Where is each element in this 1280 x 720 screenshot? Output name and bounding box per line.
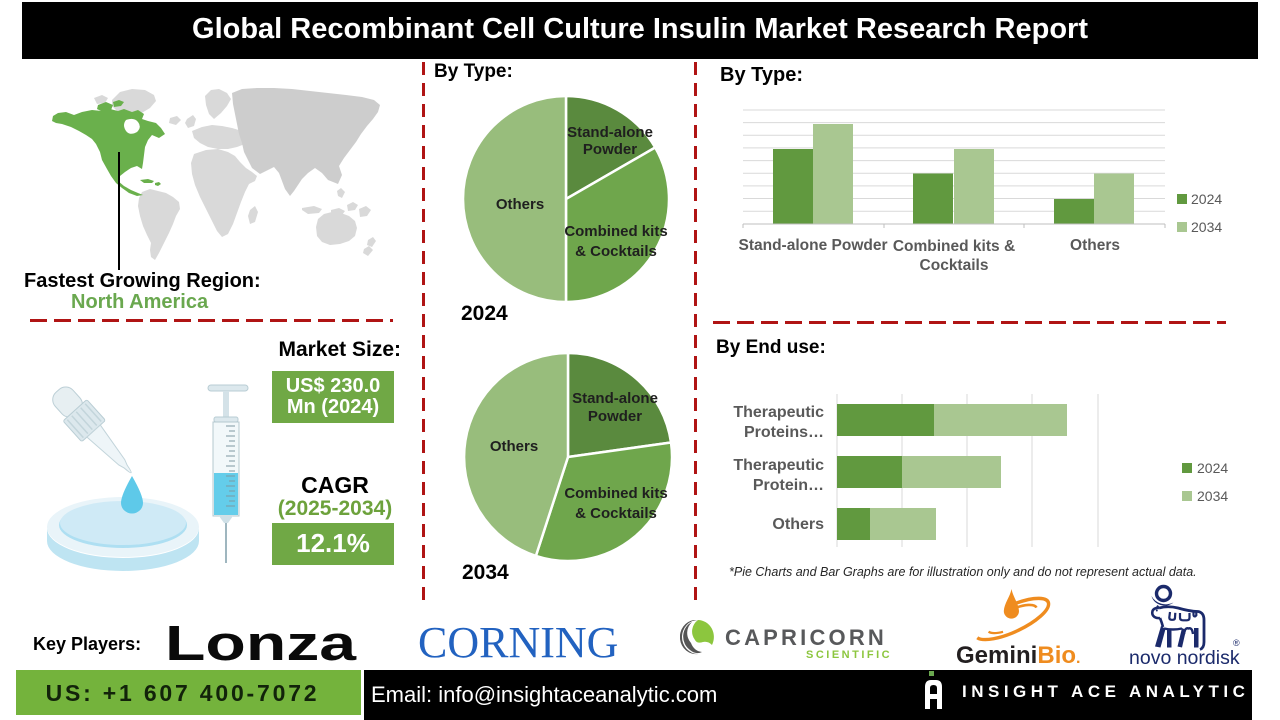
svg-text:GeminiBio.: GeminiBio.	[956, 642, 1080, 668]
svg-text:novo nordisk: novo nordisk	[1129, 647, 1240, 668]
svg-text:®: ®	[1233, 638, 1240, 648]
